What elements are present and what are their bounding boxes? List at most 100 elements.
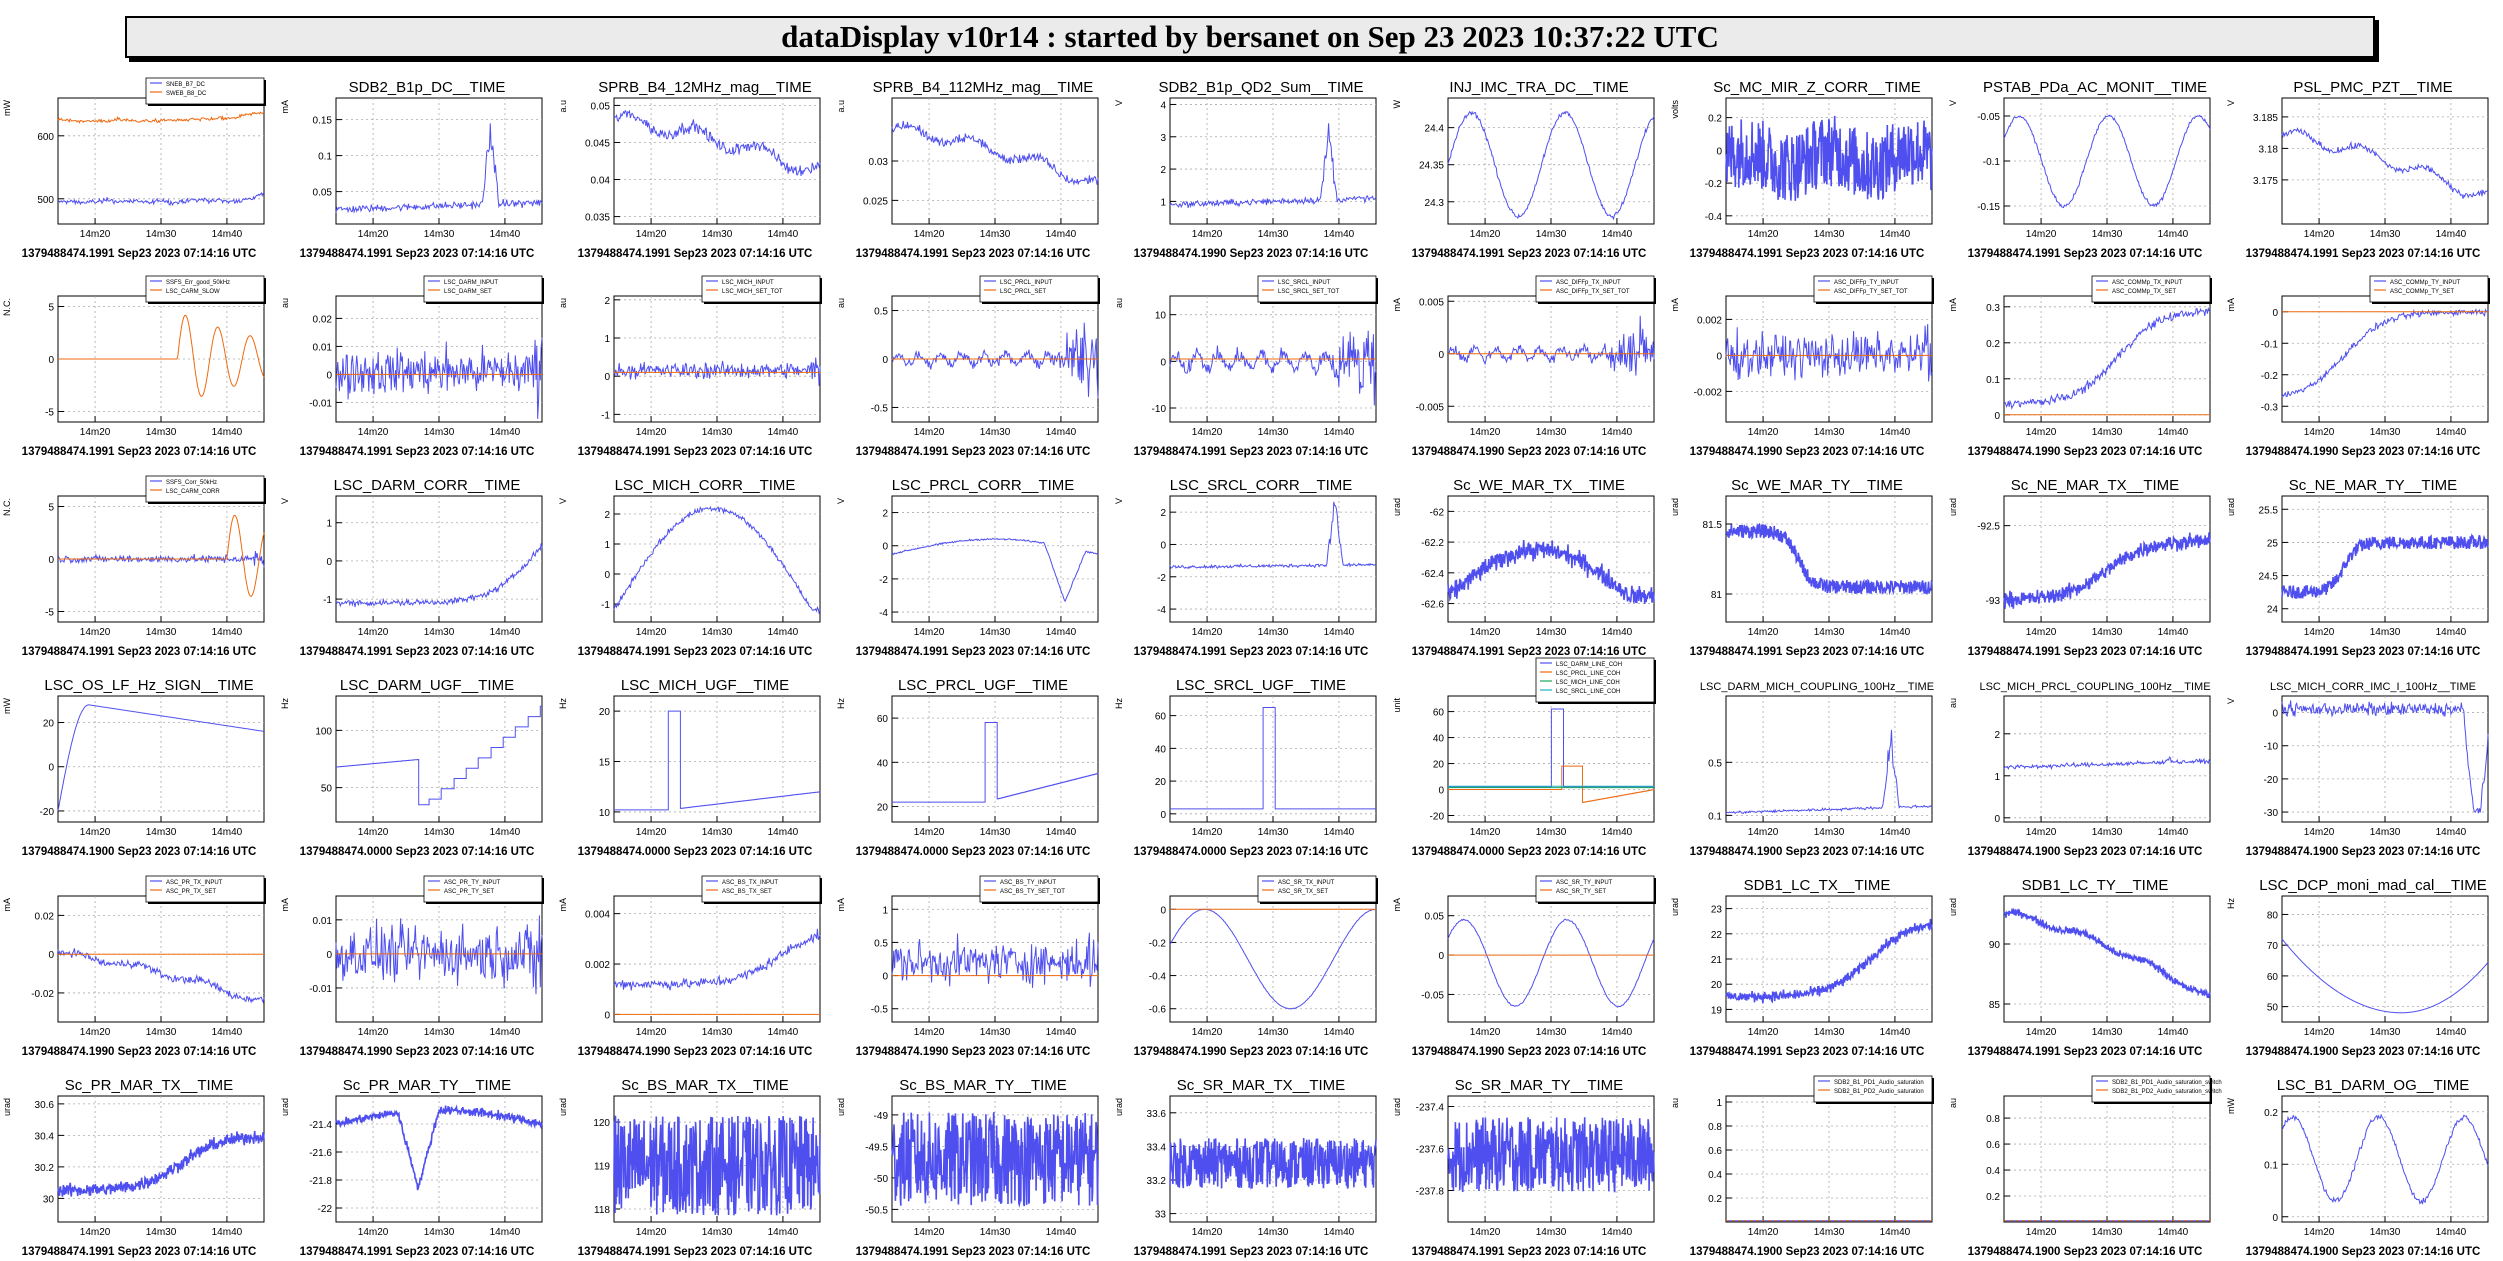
x-tick-label: 14m20 <box>80 427 111 438</box>
y-tick-label: -21.6 <box>309 1148 332 1159</box>
x-tick-label: 14m40 <box>2436 229 2467 240</box>
chart-panel-52: 0.2 0.4 0.6 0.8 14m20 14m30 14m40 au SDB2_B1_PD1… <box>1948 1075 2222 1258</box>
y-tick-label: 5 <box>48 503 54 514</box>
x-tick-label: 14m20 <box>2026 427 2057 438</box>
x-tick-label: 14m40 <box>2436 1227 2467 1238</box>
y-tick-label: -0.15 <box>1977 202 2000 213</box>
x-tick-label: 14m20 <box>358 1227 389 1238</box>
chart-footer: 1379488474.1991 Sep23 2023 07:14:16 UTC <box>1134 446 1369 458</box>
chart-panel-23: Sc_WE_MAR_TX__TIME -62.6 -62.4 -62.2 -62 14m2… <box>1392 477 1655 658</box>
y-tick-label: 0.2 <box>1708 1194 1722 1205</box>
x-tick-label: 14m20 <box>914 229 945 240</box>
y-tick-label: 2 <box>882 509 888 520</box>
legend-entry: LSC_MICH_SET_TOT <box>722 289 783 295</box>
y-axis-label: au <box>1948 1098 1958 1108</box>
y-axis-label: Hz <box>280 698 290 709</box>
series-line-0 <box>891 1112 1099 1208</box>
series-line-0 <box>2003 306 2211 410</box>
chart-footer: 1379488474.1991 Sep23 2023 07:14:16 UTC <box>856 1246 1091 1258</box>
chart-footer: 1379488474.1900 Sep23 2023 07:14:16 UTC <box>1968 1246 2203 1258</box>
x-tick-label: 14m30 <box>702 627 733 638</box>
chart-panel-53: LSC_B1_DARM_OG__TIME 0 0.1 0.2 14m20 14m30 14m… <box>2226 1077 2489 1258</box>
y-tick-label: 81.5 <box>1703 520 1723 531</box>
legend-box <box>701 275 821 303</box>
y-tick-label: 0.02 <box>35 911 55 922</box>
series-line-0 <box>335 1104 543 1191</box>
x-tick-label: 14m30 <box>1258 627 1289 638</box>
y-tick-label: 0.8 <box>1986 1114 2000 1125</box>
chart-panel-0: 500 600 14m20 14m30 14m40 mW SNEB_B7_DC SWEB_B8… <box>2 77 266 260</box>
chart-footer: 1379488474.1991 Sep23 2023 07:14:16 UTC <box>2246 646 2481 658</box>
chart-panel-18: -5 0 5 14m20 14m30 14m40 N.C. SSFS_Corr_50kHz LS… <box>2 475 266 658</box>
y-tick-label: 3.18 <box>2259 144 2279 155</box>
y-axis-label: urad <box>1114 1098 1124 1116</box>
x-tick-label: 14m30 <box>2370 1227 2401 1238</box>
legend-entry: ASC_COMMp_TY_INPUT <box>2390 280 2461 286</box>
y-axis-label: a.u <box>836 100 846 113</box>
y-tick-label: 0.002 <box>585 960 610 971</box>
chart-title: SDB2_B1p_DC__TIME <box>349 79 506 96</box>
y-axis-label: N.C. <box>2 298 12 316</box>
chart-panel-6: Sc_MC_MIR_Z_CORR__TIME -0.4 -0.2 0 0.2 14m20 1… <box>1670 79 1933 260</box>
y-axis-label: Hz <box>2226 898 2236 909</box>
chart-panel-51: 0.2 0.4 0.6 0.8 1 14m20 14m30 14m40 au SDB2_B1_PD… <box>1670 1075 1934 1258</box>
chart-title: PSL_PMC_PZT__TIME <box>2293 79 2452 96</box>
y-axis-label: V <box>1114 100 1124 106</box>
x-tick-label: 14m40 <box>1880 627 1911 638</box>
series-line-0 <box>335 543 543 608</box>
y-axis-label: mW <box>2226 1098 2236 1114</box>
y-tick-label: 60 <box>1433 708 1445 719</box>
y-tick-label: -0.05 <box>1977 112 2000 123</box>
x-tick-label: 14m20 <box>2304 427 2335 438</box>
x-tick-label: 14m30 <box>1536 1227 1567 1238</box>
series-line-0 <box>613 505 821 615</box>
x-tick-label: 14m30 <box>980 627 1011 638</box>
y-tick-label: 0 <box>48 763 54 774</box>
y-tick-label: -0.02 <box>31 989 54 1000</box>
legend-entry: LSC_MICH_LINE_COH <box>1556 680 1620 686</box>
x-tick-label: 14m40 <box>490 1227 521 1238</box>
series-line-0 <box>2281 127 2489 199</box>
y-tick-label: 20 <box>1155 777 1167 788</box>
x-tick-label: 14m30 <box>2092 627 2123 638</box>
chart-footer: 1379488474.1900 Sep23 2023 07:14:16 UTC <box>1690 846 1925 858</box>
x-tick-label: 14m30 <box>1536 229 1567 240</box>
y-tick-label: 24.3 <box>1425 198 1445 209</box>
y-tick-label: 0.2 <box>1708 114 1722 125</box>
x-tick-label: 14m30 <box>1536 427 1567 438</box>
y-axis-label: au <box>558 298 568 308</box>
chart-footer: 1379488474.1991 Sep23 2023 07:14:16 UTC <box>1968 646 2203 658</box>
chart-panel-4: SDB2_B1p_QD2_Sum__TIME 1 2 3 4 14m20 14m30 14m4… <box>1114 79 1377 260</box>
x-tick-label: 14m20 <box>2304 1027 2335 1038</box>
legend-box <box>1535 657 1655 703</box>
y-axis-label: au <box>1948 698 1958 708</box>
chart-title: INJ_IMC_TRA_DC__TIME <box>1449 79 1628 96</box>
y-tick-label: 0 <box>2272 1213 2278 1224</box>
series-line-0 <box>613 928 821 991</box>
chart-title: LSC_PRCL_CORR__TIME <box>892 477 1075 494</box>
y-tick-label: 10 <box>1155 311 1167 322</box>
plot-frame <box>2003 895 2211 1023</box>
x-tick-label: 14m30 <box>1536 1027 1567 1038</box>
x-tick-label: 14m30 <box>2370 1027 2401 1038</box>
x-tick-label: 14m20 <box>2304 827 2335 838</box>
y-tick-label: 0 <box>1160 540 1166 551</box>
y-tick-label: 80 <box>2267 910 2279 921</box>
y-tick-label: 0.4 <box>1708 1170 1722 1181</box>
x-tick-label: 14m30 <box>146 229 177 240</box>
x-tick-label: 14m20 <box>1748 427 1779 438</box>
series-line-0 <box>891 120 1099 186</box>
y-axis-label: mA <box>1948 298 1958 312</box>
chart-footer: 1379488474.0000 Sep23 2023 07:14:16 UTC <box>1412 846 1647 858</box>
y-tick-label: 0 <box>604 1010 610 1021</box>
y-tick-label: 81 <box>1711 590 1723 601</box>
y-tick-label: -62.6 <box>1421 600 1444 611</box>
chart-panel-43: SDB1_LC_TY__TIME 85 90 14m20 14m30 14m40 urad 1… <box>1948 877 2211 1058</box>
y-tick-label: 3.175 <box>2253 176 2278 187</box>
y-tick-label: 15 <box>599 758 611 769</box>
legend-entry: ASC_DIFFp_TX_INPUT <box>1556 280 1621 286</box>
x-tick-label: 14m40 <box>2158 427 2189 438</box>
y-tick-label: -0.2 <box>1149 938 1167 949</box>
y-tick-label: 0.1 <box>2264 1160 2278 1171</box>
y-tick-label: 0.05 <box>1425 912 1445 923</box>
